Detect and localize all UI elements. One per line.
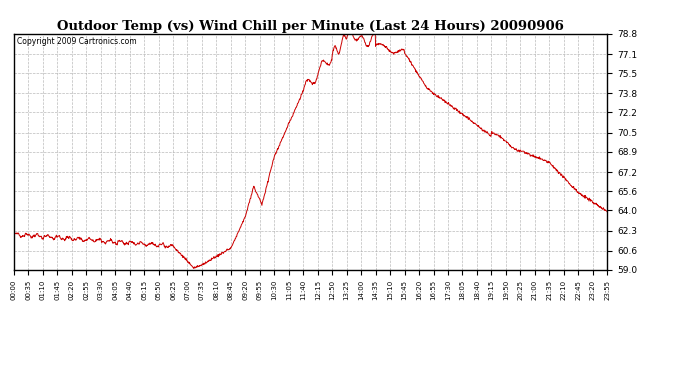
Title: Outdoor Temp (vs) Wind Chill per Minute (Last 24 Hours) 20090906: Outdoor Temp (vs) Wind Chill per Minute … — [57, 20, 564, 33]
Text: Copyright 2009 Cartronics.com: Copyright 2009 Cartronics.com — [17, 37, 137, 46]
